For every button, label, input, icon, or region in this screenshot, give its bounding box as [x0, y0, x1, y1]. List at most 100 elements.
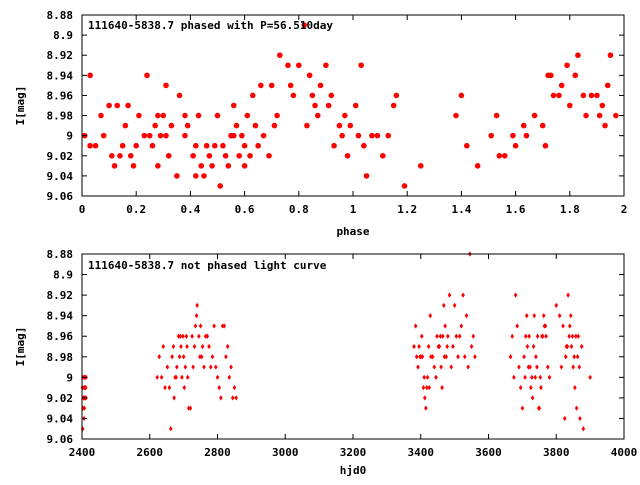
data-point — [604, 82, 611, 89]
data-point — [195, 302, 199, 308]
data-point — [82, 405, 87, 411]
data-point — [363, 173, 370, 179]
data-point — [111, 163, 118, 169]
data-point — [225, 343, 230, 350]
data-point — [413, 323, 418, 329]
data-point — [437, 343, 442, 350]
data-point — [602, 122, 608, 129]
data-point — [471, 333, 476, 339]
data-point — [567, 333, 571, 339]
data-point — [255, 142, 261, 149]
data-point — [573, 385, 577, 391]
y-tick-label: 9 — [66, 371, 73, 384]
data-point — [190, 152, 196, 159]
y-tick-label: 8.94 — [47, 69, 74, 82]
data-point — [234, 395, 238, 401]
data-point — [358, 62, 364, 69]
data-point — [200, 343, 205, 350]
data-point — [229, 364, 233, 370]
data-point — [114, 102, 121, 109]
data-point — [222, 152, 229, 159]
data-point — [515, 323, 520, 329]
data-point — [531, 343, 536, 350]
data-point — [543, 323, 548, 329]
x-tick-label: 0.4 — [180, 203, 200, 216]
data-point — [174, 173, 180, 179]
data-point — [209, 163, 215, 169]
data-point — [445, 343, 449, 350]
data-point — [533, 374, 538, 380]
phased-x-ticks: 0 0.2 0.4 0.6 0.8 1 1.2 1.4 1.6 1.8 2 — [79, 15, 627, 216]
data-point — [412, 343, 416, 350]
x-tick-label: 1.2 — [397, 203, 417, 216]
data-point — [428, 313, 433, 319]
data-point — [224, 354, 228, 360]
data-point — [417, 343, 421, 350]
data-point — [444, 354, 448, 360]
data-point — [361, 142, 367, 149]
data-point — [426, 343, 431, 350]
data-point — [574, 333, 578, 339]
data-point — [197, 333, 201, 339]
data-point — [527, 333, 531, 339]
data-point — [416, 364, 420, 370]
data-point — [580, 92, 587, 99]
data-point — [165, 152, 172, 159]
y-tick-label: 8.9 — [53, 29, 73, 42]
data-point — [520, 122, 527, 129]
data-point — [529, 385, 533, 391]
data-point — [493, 112, 500, 119]
data-point — [572, 72, 579, 79]
data-point — [214, 112, 221, 119]
data-point — [566, 292, 570, 298]
data-point — [488, 132, 495, 139]
data-point — [571, 364, 575, 370]
data-point — [462, 354, 467, 360]
x-tick-label: 3800 — [543, 446, 570, 459]
data-point — [385, 132, 392, 139]
phased-y-ticks: 8.88 8.9 8.92 8.94 8.96 8.98 9 9.02 9.04 9.06 — [47, 9, 624, 203]
data-point — [596, 112, 603, 119]
data-point — [440, 333, 445, 339]
data-point — [217, 183, 224, 189]
data-point — [184, 122, 191, 129]
data-point — [241, 163, 248, 169]
data-point — [422, 374, 426, 380]
data-point — [544, 333, 548, 339]
unphased-x-ticks: 2400 2600 2800 3000 3200 3400 3600 3800 4000 — [69, 254, 637, 459]
data-point — [581, 426, 586, 432]
data-point — [304, 122, 310, 129]
data-point — [420, 354, 425, 360]
data-point — [456, 354, 460, 360]
data-point — [314, 112, 321, 119]
data-point — [244, 112, 251, 119]
data-point — [193, 173, 199, 179]
data-point — [225, 163, 232, 169]
phased-chart-title: 111640-5838.7 phased with P=56.510day — [88, 19, 333, 32]
data-point — [188, 405, 193, 411]
data-point — [380, 152, 386, 159]
data-point — [540, 333, 545, 339]
data-point — [434, 374, 438, 380]
data-point — [312, 102, 318, 109]
y-tick-label: 9.06 — [47, 433, 74, 446]
data-point — [522, 354, 526, 360]
data-point — [92, 142, 99, 149]
data-point — [557, 313, 562, 319]
data-point — [369, 132, 375, 139]
data-point — [193, 142, 199, 149]
data-point — [550, 92, 557, 99]
data-point — [443, 323, 447, 329]
data-point — [215, 374, 220, 380]
data-point — [287, 82, 294, 89]
data-point — [144, 72, 150, 79]
data-point — [556, 92, 562, 99]
data-point — [249, 92, 256, 99]
y-tick-label: 8.88 — [47, 9, 74, 22]
data-point — [87, 142, 93, 149]
data-point — [461, 292, 465, 298]
data-point — [562, 415, 567, 422]
data-point — [119, 142, 126, 149]
y-tick-label: 8.9 — [53, 269, 73, 282]
